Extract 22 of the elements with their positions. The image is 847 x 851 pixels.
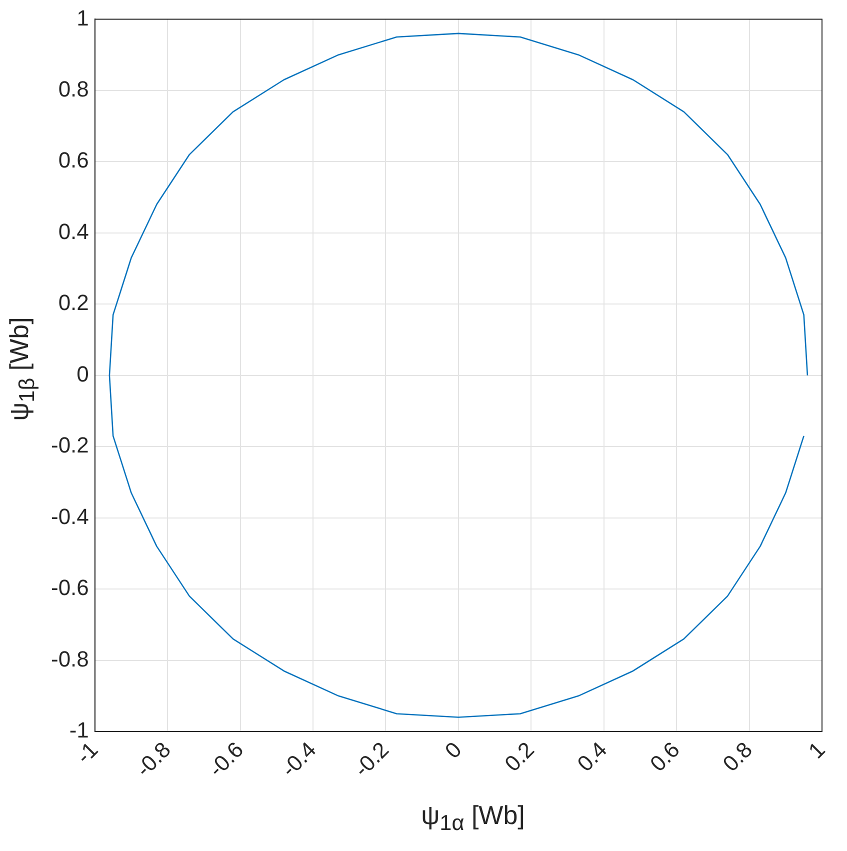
x-tick-label: 0.8 <box>718 737 758 776</box>
x-axis-title: ψ$_{1α}$ [Wb] <box>421 800 525 836</box>
y-tick-label: -0.8 <box>50 646 89 672</box>
x-tick-label: -0.2 <box>349 737 394 782</box>
x-tick-label: 1 <box>803 737 830 764</box>
x-tick-label: 0.6 <box>645 737 684 776</box>
y-tick-label: 1 <box>76 5 89 30</box>
x-tick-label: 0.2 <box>500 737 539 776</box>
y-tick-label: -0.2 <box>50 432 89 458</box>
y-tick-label: -0.4 <box>50 504 89 529</box>
x-tick-label: -0.4 <box>276 737 321 782</box>
x-tick-label: -0.8 <box>130 737 176 782</box>
y-tick-label: -1 <box>69 718 89 743</box>
y-tick-label: 0.8 <box>58 76 89 102</box>
x-tick-label: -0.6 <box>204 737 248 782</box>
y-tick-label: 0.6 <box>58 148 89 173</box>
y-tick-label: -0.6 <box>50 575 89 600</box>
y-tick-label: 0.2 <box>58 290 89 316</box>
x-tick-label: 0 <box>440 737 466 764</box>
y-tick-label: 0 <box>76 361 89 386</box>
x-tick-label: 0.4 <box>572 737 612 776</box>
y-tick-label: 0.4 <box>58 218 89 244</box>
